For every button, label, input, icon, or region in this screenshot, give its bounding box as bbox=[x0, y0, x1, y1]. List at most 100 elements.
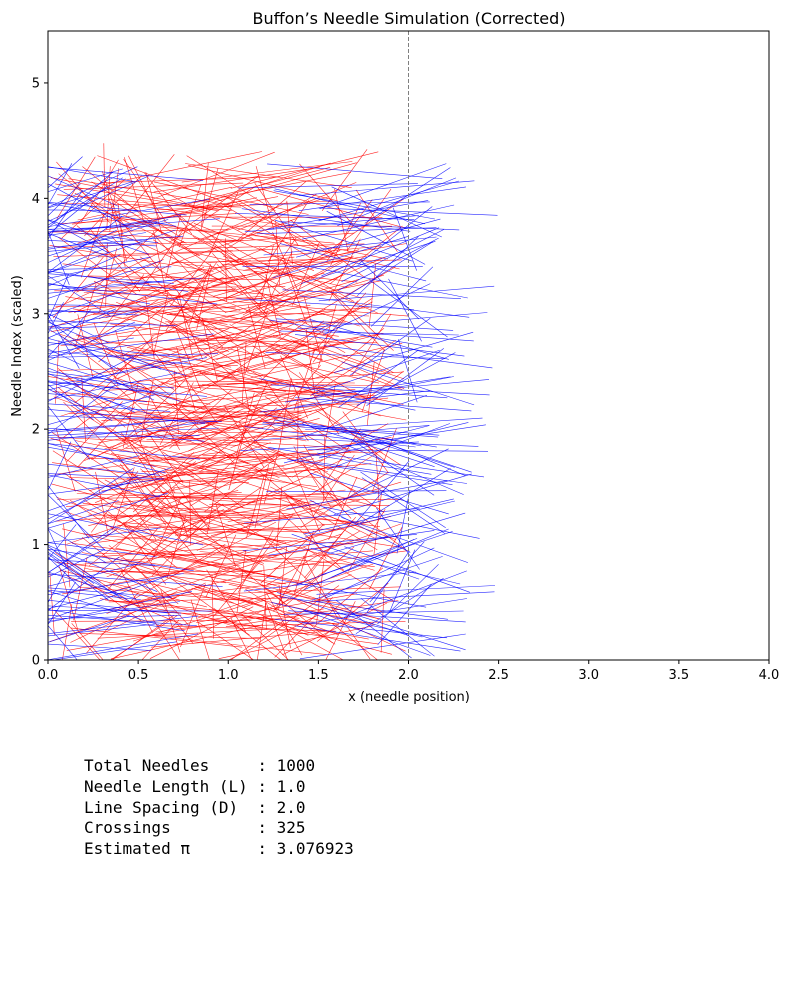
needle-crossing bbox=[302, 598, 468, 625]
needle-non-crossing bbox=[270, 256, 386, 307]
needle-crossing bbox=[392, 207, 417, 271]
needle-non-crossing bbox=[190, 450, 281, 507]
needle-crossing bbox=[48, 337, 187, 376]
needle-crossing bbox=[48, 181, 133, 209]
needle-non-crossing bbox=[328, 476, 358, 540]
needle-crossing bbox=[48, 394, 156, 426]
needle-crossing bbox=[369, 541, 425, 603]
needle-crossing bbox=[48, 328, 121, 372]
needle-crossing bbox=[48, 590, 160, 626]
needle-crossing bbox=[340, 428, 472, 473]
needle-non-crossing bbox=[118, 562, 255, 605]
needle-non-crossing bbox=[128, 155, 160, 219]
needle-non-crossing bbox=[98, 274, 145, 337]
needle-non-crossing bbox=[309, 340, 396, 397]
needle-non-crossing bbox=[116, 367, 199, 425]
needle-crossing bbox=[341, 517, 469, 563]
needle-non-crossing bbox=[59, 437, 239, 446]
needle-non-crossing bbox=[245, 258, 347, 312]
x-tick-label: 2.5 bbox=[488, 668, 509, 683]
needle-non-crossing bbox=[361, 349, 385, 413]
needle-non-crossing bbox=[168, 239, 285, 289]
needle-crossing bbox=[48, 643, 152, 651]
needle-crossing bbox=[48, 381, 207, 397]
x-axis: 0.0 0.5 1.0 1.5 2.0 2.5 3.0 3.5 4.0 bbox=[38, 660, 779, 683]
needle-non-crossing bbox=[178, 389, 356, 403]
needle-crossing bbox=[48, 342, 190, 359]
needle-crossing bbox=[48, 380, 174, 396]
needle-crossing bbox=[242, 534, 417, 552]
needle-non-crossing bbox=[180, 584, 206, 648]
needle-non-crossing bbox=[321, 198, 404, 256]
needle-non-crossing bbox=[253, 442, 385, 488]
needle-non-crossing bbox=[279, 510, 344, 571]
needle-non-crossing bbox=[123, 159, 166, 222]
needle-non-crossing bbox=[66, 621, 228, 651]
needle-non-crossing bbox=[92, 295, 266, 315]
needle-crossing bbox=[249, 201, 430, 205]
needle-non-crossing bbox=[246, 474, 265, 539]
needle-non-crossing bbox=[178, 292, 193, 356]
needle-non-crossing bbox=[151, 493, 332, 500]
needle-crossing bbox=[48, 320, 116, 371]
needle-crossing bbox=[48, 202, 177, 227]
needle-non-crossing bbox=[193, 172, 352, 204]
needle-non-crossing bbox=[49, 572, 55, 636]
needle-non-crossing bbox=[64, 473, 148, 530]
needle-crossing bbox=[265, 352, 445, 359]
needle-non-crossing bbox=[162, 451, 245, 509]
needle-crossing bbox=[48, 553, 110, 601]
needle-crossing bbox=[327, 512, 466, 555]
needle-crossing bbox=[48, 175, 120, 207]
needle-non-crossing bbox=[164, 468, 210, 531]
needle-crossing bbox=[48, 557, 130, 602]
needle-non-crossing bbox=[265, 530, 360, 586]
needle-non-crossing bbox=[76, 225, 149, 285]
needle-crossing bbox=[295, 376, 454, 408]
needle-non-crossing bbox=[133, 205, 303, 228]
needle-non-crossing bbox=[255, 166, 274, 230]
needle-crossing bbox=[48, 266, 172, 270]
needle-non-crossing bbox=[355, 189, 398, 252]
needle-non-crossing bbox=[195, 252, 348, 288]
needle-non-crossing bbox=[239, 381, 268, 445]
needle-non-crossing bbox=[166, 276, 283, 326]
needle-non-crossing bbox=[49, 245, 214, 272]
needle-non-crossing bbox=[74, 383, 163, 440]
needle-non-crossing bbox=[170, 322, 262, 378]
needle-non-crossing bbox=[128, 415, 157, 479]
needle-non-crossing bbox=[119, 492, 296, 507]
needle-crossing bbox=[310, 472, 449, 515]
needle-non-crossing bbox=[191, 588, 339, 626]
needle-non-crossing bbox=[189, 310, 370, 317]
needle-crossing bbox=[316, 585, 496, 595]
needle-non-crossing bbox=[106, 530, 230, 578]
needle-crossing bbox=[48, 551, 95, 584]
needle-non-crossing bbox=[55, 306, 236, 309]
needle-non-crossing bbox=[104, 405, 238, 450]
needle-non-crossing bbox=[132, 597, 266, 642]
needle-crossing bbox=[238, 183, 418, 189]
needle-non-crossing bbox=[172, 403, 235, 464]
needle-non-crossing bbox=[233, 467, 376, 507]
needle-non-crossing bbox=[104, 457, 197, 514]
needle-crossing bbox=[48, 229, 159, 244]
needle-non-crossing bbox=[188, 396, 281, 452]
needle-crossing bbox=[48, 589, 141, 601]
needle-non-crossing bbox=[126, 346, 273, 385]
needle-crossing bbox=[48, 232, 112, 259]
needle-non-crossing bbox=[126, 416, 249, 465]
needle-non-crossing bbox=[77, 202, 217, 244]
needle-crossing bbox=[331, 528, 449, 578]
needle-non-crossing bbox=[201, 162, 209, 227]
needle-crossing bbox=[48, 166, 138, 208]
needle-crossing bbox=[48, 513, 204, 546]
needle-crossing bbox=[377, 564, 439, 625]
needle-crossing bbox=[48, 427, 219, 436]
needle-non-crossing bbox=[113, 334, 283, 357]
needle-crossing bbox=[268, 530, 435, 556]
needle-crossing bbox=[318, 285, 495, 302]
needle-non-crossing bbox=[107, 151, 263, 185]
needle-crossing bbox=[48, 372, 136, 413]
needle-non-crossing bbox=[68, 288, 236, 313]
